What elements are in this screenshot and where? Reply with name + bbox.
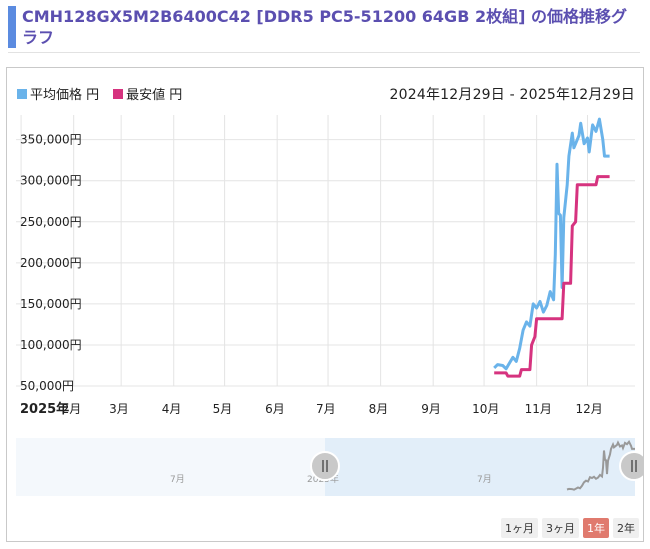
y-axis: 50,000円 100,000円 150,000円 200,000円 250,000円 3… xyxy=(20,133,82,393)
navigator-label: 7月 xyxy=(477,474,492,485)
chart-series xyxy=(493,117,610,378)
x-tick-label: 3月 xyxy=(109,402,129,416)
legend-swatch-lowest xyxy=(113,88,124,99)
range-button-1month[interactable]: 1ヶ月 xyxy=(501,518,538,538)
navigator-handle-right[interactable] xyxy=(619,451,643,481)
series-line-lowest xyxy=(494,175,610,378)
navigator-handle-left[interactable] xyxy=(310,451,340,481)
y-tick-label: 150,000円 xyxy=(20,297,82,311)
y-tick-label: 300,000円 xyxy=(20,174,82,188)
series-line-average xyxy=(493,117,610,371)
handle-circle xyxy=(310,451,340,481)
navigator-series-line xyxy=(566,439,635,491)
range-selector: 1ヶ月 3ヶ月 1年 2年 xyxy=(501,518,639,538)
y-tick-label: 200,000円 xyxy=(20,256,82,270)
range-navigator: 7月2025年7月 xyxy=(16,438,643,496)
date-range-label: 2024年12月29日 - 2025年12月29日 xyxy=(389,87,635,103)
x-tick-label: 10月 xyxy=(472,402,499,416)
navigator-selected-range xyxy=(325,438,635,496)
y-tick-label: 250,000円 xyxy=(20,215,82,229)
x-tick-label: 12月 xyxy=(576,402,603,416)
x-tick-label: 2月 xyxy=(62,402,82,416)
legend-swatch-average xyxy=(17,88,27,99)
legend-item-average[interactable]: 平均価格 円 xyxy=(17,84,99,103)
y-tick-label: 350,000円 xyxy=(20,133,82,147)
x-tick-label: 8月 xyxy=(369,402,389,416)
range-button-2years[interactable]: 2年 xyxy=(613,518,639,538)
x-tick-label: 5月 xyxy=(213,402,233,416)
chart-grid xyxy=(16,115,635,387)
navigator-label: 7月 xyxy=(170,474,185,485)
price-chart-panel: 平均価格 円 最安値 円 2024年12月29日 - 2025年12月29日 5… xyxy=(6,67,644,542)
chart-legend: 平均価格 円 最安値 円 xyxy=(17,84,182,103)
page-title: CMH128GX5M2B6400C42 [DDR5 PC5-51200 64GB… xyxy=(22,7,627,47)
x-tick-label: 9月 xyxy=(421,402,441,416)
page-header: CMH128GX5M2B6400C42 [DDR5 PC5-51200 64GB… xyxy=(8,4,640,53)
range-button-1year[interactable]: 1年 xyxy=(583,518,609,538)
x-tick-label: 4月 xyxy=(162,402,182,416)
x-tick-label: 2025年 xyxy=(20,401,69,417)
x-tick-label: 11月 xyxy=(525,402,552,416)
legend-item-lowest[interactable]: 最安値 円 xyxy=(113,84,182,103)
title-accent-bar xyxy=(8,6,16,48)
x-tick-label: 6月 xyxy=(265,402,285,416)
price-chart: 50,000円 100,000円 150,000円 200,000円 250,000円 3… xyxy=(16,115,643,496)
legend-label-lowest: 最安値 円 xyxy=(126,88,183,103)
y-tick-label: 50,000円 xyxy=(20,379,74,393)
y-tick-label: 100,000円 xyxy=(20,338,82,352)
legend-label-average: 平均価格 円 xyxy=(30,88,100,103)
range-button-3months[interactable]: 3ヶ月 xyxy=(542,518,579,538)
x-tick-label: 7月 xyxy=(316,402,336,416)
